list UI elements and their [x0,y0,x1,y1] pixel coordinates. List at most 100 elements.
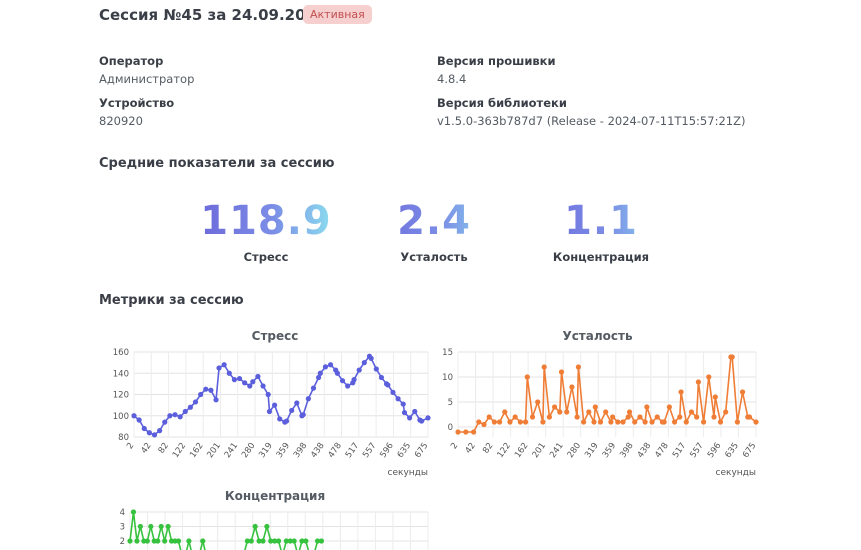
fatigue-data-point [637,414,643,420]
x-tick-label: 359 [601,441,619,460]
stress-data-point [385,382,391,388]
focus-data-point [155,538,161,544]
stress-data-point [351,377,357,383]
focus-data-point [287,538,293,544]
focus-data-point [158,523,164,530]
fatigue-data-point [739,389,746,395]
stress-data-point [289,407,295,414]
focus-data-point [283,538,289,544]
device-label: Устройство [99,96,175,110]
fatigue-data-point [683,419,689,425]
fatigue-data-point [746,414,753,420]
stress-data-point [242,380,248,386]
x-tick-label: 42 [464,441,478,456]
fatigue-data-point [540,419,546,425]
fatigue-data-point [688,409,695,415]
focus-data-point [268,538,274,544]
fatigue-data-point [694,414,700,420]
stress-data-point [368,355,374,361]
fatigue-data-point [502,409,508,415]
fatigue-data-point [654,414,660,420]
fatigue-data-point [529,414,536,420]
x-tick-label: 675 [741,441,759,460]
x-tick-label: 319 [257,441,275,460]
fatigue-chart: 0 5 10 15 2 42 82 122 162 201 241 280 319 359 398 438 47… [442,348,759,478]
fatigue-data-point [723,409,729,415]
fatigue-data-point [541,364,547,370]
device-value: 820920 [99,114,143,128]
fatigue-data-point [649,419,655,425]
stress-data-point [418,418,425,424]
focus-data-point [165,523,171,530]
stress-data-point [407,415,413,421]
stress-data-point [260,383,266,389]
x-tick-label: 635 [723,441,741,460]
stress-data-point [247,383,253,389]
stress-data-point [334,370,341,376]
fatigue-data-point [486,414,492,420]
fatigue-data-point [535,399,541,405]
fatigue-series-line [458,356,757,433]
focus-average-value: 1.1 [521,198,681,244]
library-label: Версия библиотеки [437,96,567,110]
stress-data-point [294,400,300,406]
x-tick-label: 557 [361,441,379,460]
x-tick-label: 162 [513,441,531,460]
focus-data-point [291,538,297,544]
stress-data-point [395,396,401,402]
x-tick-label: 438 [636,441,654,460]
stress-data-point [136,417,142,423]
x-tick-label: 596 [378,441,396,460]
fatigue-data-point [491,419,497,425]
x-tick-label: 241 [548,441,566,460]
focus-data-point [272,538,278,544]
x-tick-label: 398 [292,441,310,460]
y-tick-label: 160 [113,348,129,358]
x-tick-label: 517 [344,441,362,460]
fatigue-data-point [603,409,609,415]
stress-data-point [345,383,351,389]
fatigue-data-point [661,419,667,425]
firmware-value: 4.8.4 [437,72,467,86]
fatigue-data-point [700,419,707,425]
stress-data-point [327,362,334,368]
fatigue-data-point [557,409,563,415]
y-tick-label: 0 [448,423,453,433]
y-tick-label: 5 [448,398,453,408]
y-tick-label: 80 [118,433,129,443]
focus-data-point [248,538,254,544]
stress-data-point [255,373,261,380]
stress-data-point [356,367,362,373]
averages-heading: Средние показатели за сессию [99,156,335,171]
stress-data-point [177,414,183,420]
stress-data-point [373,366,379,372]
focus-data-point [144,538,150,544]
fatigue-data-point [512,414,518,420]
focus-data-point [260,538,266,544]
fatigue-data-point [592,404,598,410]
fatigue-data-point [677,414,683,420]
focus-data-point [130,509,137,515]
x-tick-label: 280 [566,441,584,460]
fatigue-data-point [586,409,592,415]
stress-data-point [213,397,219,403]
fatigue-data-point [695,379,701,385]
x-tick-label: 2 [125,441,136,451]
focus-data-point [252,523,258,530]
stress-average-label: Стресс [243,250,289,264]
stress-data-point [187,404,194,410]
fatigue-data-point [608,419,614,425]
stress-data-point [157,428,163,434]
stress-data-point [322,364,329,370]
stress-average-value: 118.9 [186,198,346,244]
x-tick-label: 241 [223,441,241,460]
stress-data-point [271,402,278,408]
y-tick-label: 140 [113,369,129,379]
stress-data-point [300,412,306,418]
stress-data-point [401,409,408,416]
stress-data-point [131,413,137,419]
x-tick-label: 201 [205,441,223,460]
x-tick-label: 319 [583,441,601,460]
focus-data-point [134,538,140,544]
fatigue-data-point [678,389,684,395]
